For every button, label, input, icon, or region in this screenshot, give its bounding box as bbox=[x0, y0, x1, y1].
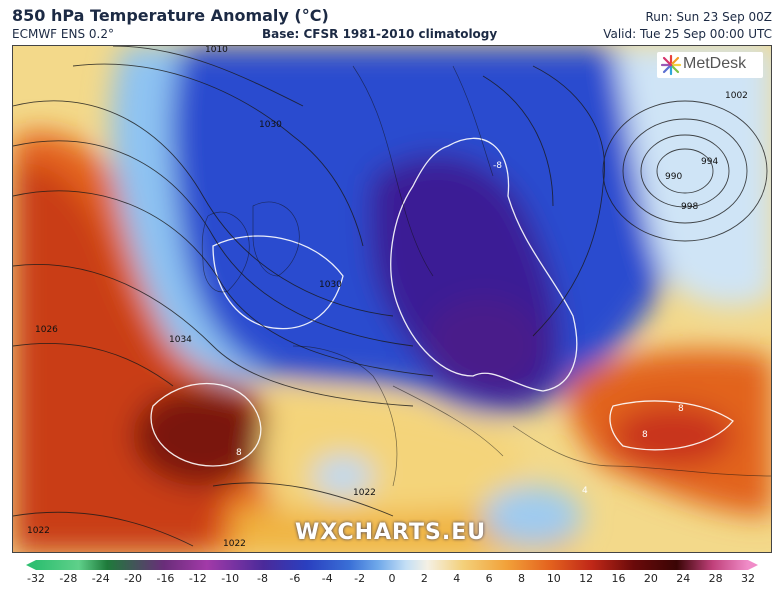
isobar-label: 1026 bbox=[35, 325, 58, 335]
isobar-label: 1022 bbox=[353, 488, 376, 498]
isobar-label: 994 bbox=[701, 157, 718, 167]
anomaly-label: 4 bbox=[582, 486, 588, 496]
colorbar-tick-label: 0 bbox=[388, 572, 396, 585]
colorbar-tick-label: -4 bbox=[321, 572, 333, 585]
anomaly-label: 8 bbox=[642, 430, 648, 440]
colorbar-tick-label: -28 bbox=[59, 572, 78, 585]
anomaly-label: -8 bbox=[493, 161, 502, 171]
colorbar-tick-label: -20 bbox=[124, 572, 143, 585]
chart-header: 850 hPa Temperature Anomaly (°C) ECMWF E… bbox=[0, 0, 784, 46]
metdesk-logo: MetDesk bbox=[657, 52, 763, 78]
anomaly-label: 8 bbox=[678, 404, 684, 414]
chart-title: 850 hPa Temperature Anomaly (°C) bbox=[12, 6, 329, 25]
isobar-label: 998 bbox=[681, 202, 698, 212]
colorbar-tick-label: -12 bbox=[188, 572, 207, 585]
isobar-label: 1002 bbox=[725, 91, 748, 101]
anomaly-label: 8 bbox=[236, 448, 242, 458]
colorbar-tick-label: 2 bbox=[420, 572, 428, 585]
colorbar-ticks: -32 -28 -24 -20 -16 -12 -10 -8 -6 -4 -2 0 2 4 6 8 10 12 16… bbox=[27, 572, 755, 590]
colorbar-tick-label: 24 bbox=[676, 572, 691, 585]
isobar-label: 1022 bbox=[27, 526, 50, 536]
isobar-label: 1030 bbox=[259, 120, 282, 130]
metdesk-logo-text: MetDesk bbox=[683, 55, 747, 72]
model-label: ECMWF ENS 0.2° bbox=[12, 27, 114, 41]
metdesk-logo-icon bbox=[660, 54, 682, 76]
isobar-label: 1022 bbox=[223, 539, 246, 549]
wxcharts-watermark: WXCHARTS.EU bbox=[295, 520, 487, 545]
isobar-label: 1010 bbox=[205, 46, 228, 55]
anomaly-map: 1030 1034 1026 1030 1022 1022 1022 990 9… bbox=[12, 45, 772, 553]
colorbar-left-arrow bbox=[26, 560, 36, 570]
colorbar-tick-label: -16 bbox=[156, 572, 175, 585]
colorbar-tick-label: -6 bbox=[289, 572, 301, 585]
colorbar-tick-label: 20 bbox=[643, 572, 658, 585]
colorbar-tick-label: 4 bbox=[453, 572, 461, 585]
colorbar bbox=[36, 560, 748, 570]
climatology-label: Base: CFSR 1981-2010 climatology bbox=[262, 27, 498, 41]
colorbar-tick-label: -10 bbox=[221, 572, 240, 585]
colorbar-tick-label: 28 bbox=[708, 572, 723, 585]
isobar-label: 990 bbox=[665, 172, 682, 182]
colorbar-right-arrow bbox=[748, 560, 758, 570]
colorbar-tick-label: 6 bbox=[485, 572, 493, 585]
colorbar-tick-label: 12 bbox=[579, 572, 594, 585]
colorbar-tick-label: 32 bbox=[741, 572, 755, 585]
colorbar-tick-label: -24 bbox=[91, 572, 110, 585]
colorbar-tick-label: -8 bbox=[257, 572, 269, 585]
colorbar-tick-label: -32 bbox=[27, 572, 45, 585]
isobar-label: 1034 bbox=[169, 335, 192, 345]
colorbar-tick-label: 8 bbox=[517, 572, 525, 585]
run-time: Run: Sun 23 Sep 00Z bbox=[645, 10, 772, 24]
colorbar-tick-label: 10 bbox=[546, 572, 561, 585]
valid-time: Valid: Tue 25 Sep 00:00 UTC bbox=[603, 27, 772, 41]
colorbar-tick-label: -2 bbox=[354, 572, 366, 585]
isobar-label: 1030 bbox=[319, 280, 342, 290]
colorbar-tick-label: 16 bbox=[611, 572, 626, 585]
